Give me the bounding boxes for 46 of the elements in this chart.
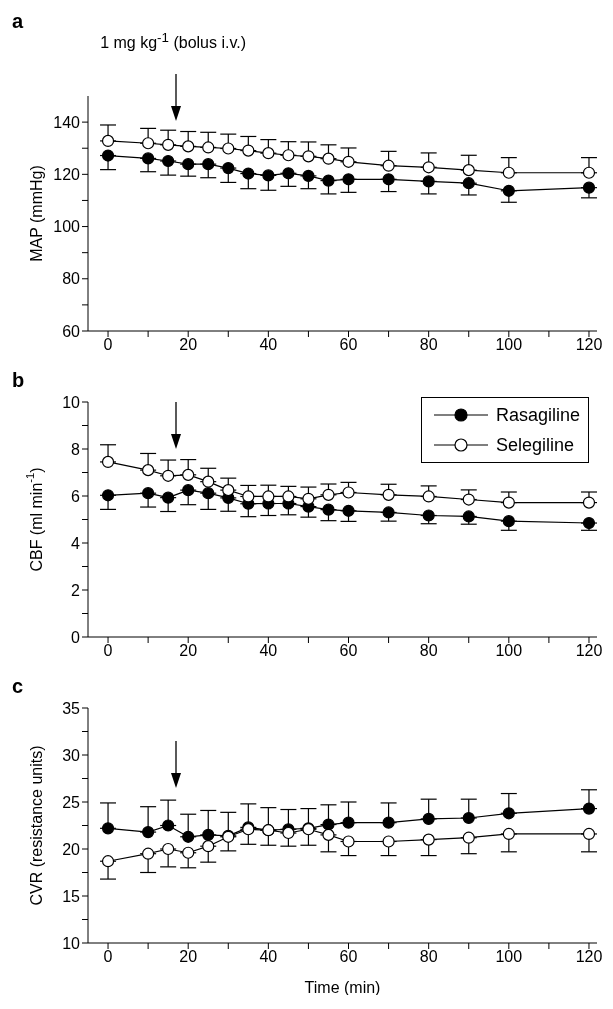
y-tick-label: 35 bbox=[62, 699, 81, 717]
x-tick-label: 0 bbox=[103, 642, 113, 660]
x-tick-label: 20 bbox=[179, 642, 198, 660]
y-tick-label: 6 bbox=[71, 487, 81, 505]
y-tick-label: 10 bbox=[62, 934, 81, 952]
x-tick-label: 40 bbox=[259, 336, 278, 354]
x-tick-label: 100 bbox=[495, 336, 523, 354]
x-tick-label: 40 bbox=[259, 948, 278, 966]
y-tick-label: 10 bbox=[62, 393, 81, 411]
y-tick-label: 8 bbox=[71, 440, 81, 458]
y-tick-label: 140 bbox=[53, 113, 81, 131]
x-tick-label: 80 bbox=[419, 642, 438, 660]
y-tick-label: 120 bbox=[53, 166, 81, 184]
x-tick-label: 40 bbox=[259, 642, 278, 660]
chart-title: a bbox=[12, 10, 24, 33]
y-tick-label: 4 bbox=[71, 534, 81, 552]
x-tick-label: 100 bbox=[495, 642, 523, 660]
x-tick-label: 80 bbox=[419, 948, 438, 966]
x-tick-label: 120 bbox=[575, 336, 603, 354]
x-tick-label: 60 bbox=[339, 642, 358, 660]
y-axis-title: CVR (resistance units) bbox=[27, 745, 45, 906]
legend-label: Rasagiline bbox=[495, 404, 580, 426]
y-tick-label: 80 bbox=[62, 270, 81, 288]
x-tick-label: 100 bbox=[495, 948, 523, 966]
y-axis-title: MAP (mmHg) bbox=[27, 165, 45, 262]
x-tick-label: 0 bbox=[103, 948, 113, 966]
x-tick-label: 60 bbox=[339, 948, 358, 966]
y-tick-label: 0 bbox=[71, 628, 81, 646]
y-tick-label: 30 bbox=[62, 746, 81, 764]
x-tick-label: 20 bbox=[179, 336, 198, 354]
x-tick-label: 20 bbox=[179, 948, 198, 966]
x-tick-label: 80 bbox=[419, 336, 438, 354]
x-tick-label: 120 bbox=[575, 948, 603, 966]
chart-title: b bbox=[12, 369, 25, 392]
y-tick-label: 25 bbox=[62, 793, 81, 811]
y-tick-label: 15 bbox=[62, 887, 81, 905]
y-tick-label: 60 bbox=[62, 322, 81, 340]
y-tick-label: 20 bbox=[62, 840, 81, 858]
y-tick-label: 2 bbox=[71, 581, 81, 599]
x-tick-label: 120 bbox=[575, 642, 603, 660]
chart-title: c bbox=[12, 675, 24, 698]
legend-label: Selegiline bbox=[495, 434, 574, 456]
y-tick-label: 100 bbox=[53, 218, 81, 236]
text: 1 mg kg$^{-1}$ (bolus i.v.) bbox=[100, 30, 247, 53]
x-tick-label: 0 bbox=[103, 336, 113, 354]
x-tick-label: 60 bbox=[339, 336, 358, 354]
